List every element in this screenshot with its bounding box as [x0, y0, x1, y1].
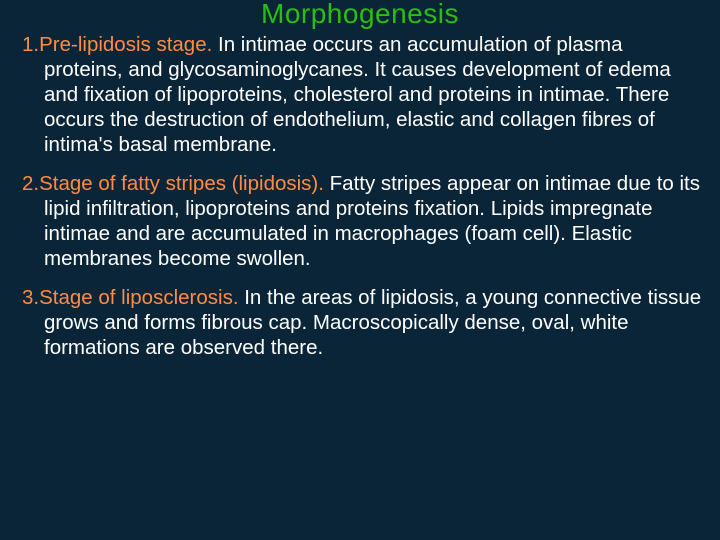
list-item: 3.Stage of liposclerosis. In the areas o… [22, 285, 702, 360]
stage-name: Stage of liposclerosis. [39, 286, 238, 309]
list-item: 2.Stage of fatty stripes (lipidosis). Fa… [22, 171, 702, 271]
slide: Morphogenesis 1.Pre-lipidosis stage. In … [0, 0, 720, 538]
item-number: 1. [22, 33, 39, 56]
item-number: 3. [22, 286, 39, 309]
stage-name: Stage of fatty stripes (lipidosis). [39, 172, 324, 195]
stage-name: Pre-lipidosis stage. [39, 33, 212, 56]
list-item: 1.Pre-lipidosis stage. In intimae occurs… [22, 32, 702, 157]
item-number: 2. [22, 172, 39, 195]
slide-title: Morphogenesis [0, 0, 720, 30]
stage-list: 1.Pre-lipidosis stage. In intimae occurs… [0, 32, 720, 360]
